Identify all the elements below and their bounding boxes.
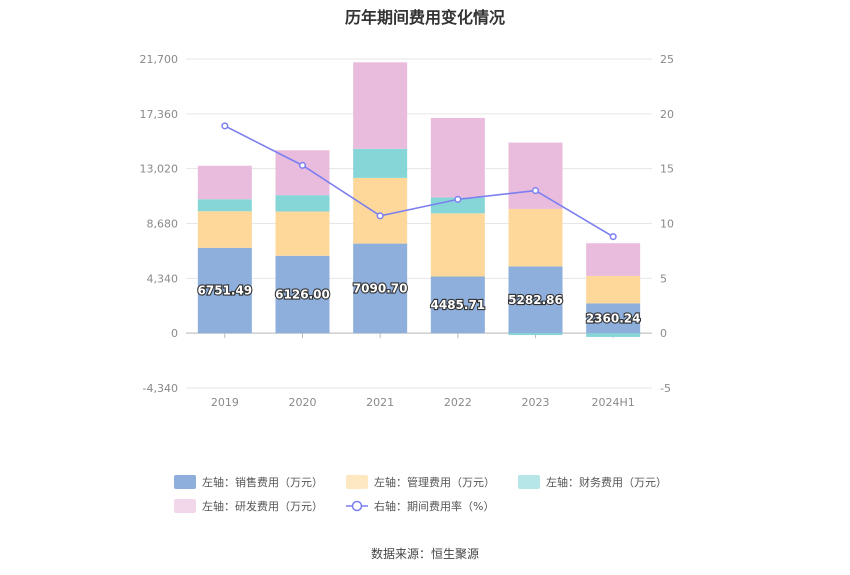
left-axis-tick-label: 0 xyxy=(171,327,178,340)
bar-segment-series-3 xyxy=(586,333,641,337)
legend-swatch xyxy=(174,499,196,513)
legend-swatch xyxy=(174,475,196,489)
legend-line-marker xyxy=(351,500,363,512)
x-axis-tick-label: 2023 xyxy=(522,396,550,409)
bar-segment-series-1 xyxy=(353,243,408,334)
rate-line xyxy=(224,125,614,238)
bar-data-label: 2360.24 xyxy=(586,311,641,325)
x-axis-tick-label: 2021 xyxy=(366,396,394,409)
bar-segment-series-1 xyxy=(275,255,330,334)
bar-segment-series-4 xyxy=(197,165,252,200)
legend-swatch xyxy=(346,475,368,489)
bar-segment-series-1 xyxy=(508,266,563,334)
x-axis-tick-label: 2022 xyxy=(444,396,472,409)
bar-segment-series-4 xyxy=(508,142,563,209)
bar-segment-series-2 xyxy=(353,177,408,244)
rate-line-point xyxy=(221,122,229,130)
bar-segment-series-4 xyxy=(275,150,330,196)
legend-label: 左轴：销售费用（万元） xyxy=(202,475,323,489)
bar-data-label: 5282.86 xyxy=(508,293,563,307)
chart-title: 历年期间费用变化情况 xyxy=(344,8,505,27)
x-axis-ticks: 2019 2020 2021 2022 2023 2024H1 xyxy=(211,333,635,409)
bar-segment-series-4 xyxy=(353,62,408,149)
right-axis-tick-label: 0 xyxy=(660,327,667,340)
left-axis-tick-label: 17,360 xyxy=(140,108,179,121)
right-axis-tick-label: 20 xyxy=(660,108,674,121)
bar-segment-series-2 xyxy=(275,211,330,256)
bar-data-label: 6751.49 xyxy=(198,284,253,298)
grid-lines xyxy=(186,58,652,389)
bar-segment-series-2 xyxy=(586,275,641,304)
right-axis-tick-label: -5 xyxy=(660,382,671,395)
bar-data-label: 7090.70 xyxy=(353,281,408,295)
right-axis-tick-label: 10 xyxy=(660,218,674,231)
data-source: 数据来源：恒生聚源 xyxy=(370,547,479,561)
x-axis-tick-label: 2020 xyxy=(289,396,317,409)
bar-segment-series-3 xyxy=(197,199,252,212)
bar-data-label: 6126.00 xyxy=(275,287,330,301)
rate-line-series xyxy=(221,122,617,241)
legend-label: 左轴：财务费用（万元） xyxy=(546,475,667,489)
bar-data-labels: 6751.49 6126.00 7090.70 4485.71 5282.86 2360.… xyxy=(196,280,641,326)
rate-line-point xyxy=(376,212,384,220)
bar-segment-series-3 xyxy=(353,148,408,178)
legend-label: 左轴：研发费用（万元） xyxy=(202,499,323,513)
rate-line-point xyxy=(454,195,462,203)
left-axis-tick-label: 13,020 xyxy=(140,163,179,176)
x-axis-tick-label: 2019 xyxy=(211,396,239,409)
rate-line-point xyxy=(609,233,617,241)
left-axis-tick-label: 21,700 xyxy=(140,53,179,66)
bar-segment-series-3 xyxy=(275,195,330,212)
legend-swatch xyxy=(518,475,540,489)
left-axis-ticks: -4,340 0 4,340 8,680 13,020 17,360 21,700 xyxy=(140,53,179,395)
bar-segment-series-2 xyxy=(430,213,485,277)
legend-label: 右轴：期间费用率（%） xyxy=(374,499,494,513)
bar-segment-series-1 xyxy=(586,303,641,334)
bar-segment-series-3 xyxy=(508,333,563,336)
bar-data-label: 4485.71 xyxy=(431,298,486,312)
bar-segment-series-4 xyxy=(430,117,485,198)
right-axis-tick-label: 5 xyxy=(660,272,667,285)
right-axis-tick-label: 25 xyxy=(660,53,674,66)
bar-segment-series-1 xyxy=(430,276,485,334)
bar-segment-series-2 xyxy=(197,211,252,248)
right-axis-ticks: -5 0 5 10 15 20 25 xyxy=(660,53,674,395)
left-axis-tick-label: 4,340 xyxy=(147,272,179,285)
bar-segment-series-4 xyxy=(586,243,641,276)
rate-line-point xyxy=(531,187,540,195)
bar-segment-series-1 xyxy=(197,247,252,334)
left-axis-tick-label: -4,340 xyxy=(143,382,178,395)
bar-segment-series-2 xyxy=(508,208,563,267)
legend: 左轴：销售费用（万元） 左轴：管理费用（万元） 左轴：财务费用（万元） 左轴：研发费用… xyxy=(174,475,667,513)
left-axis-tick-label: 8,680 xyxy=(147,218,179,231)
right-axis-tick-label: 15 xyxy=(660,163,674,176)
rate-line-point xyxy=(298,161,307,169)
x-axis-tick-label: 2024H1 xyxy=(592,396,635,409)
bar-series xyxy=(197,62,641,337)
legend-label: 左轴：管理费用（万元） xyxy=(374,475,495,489)
